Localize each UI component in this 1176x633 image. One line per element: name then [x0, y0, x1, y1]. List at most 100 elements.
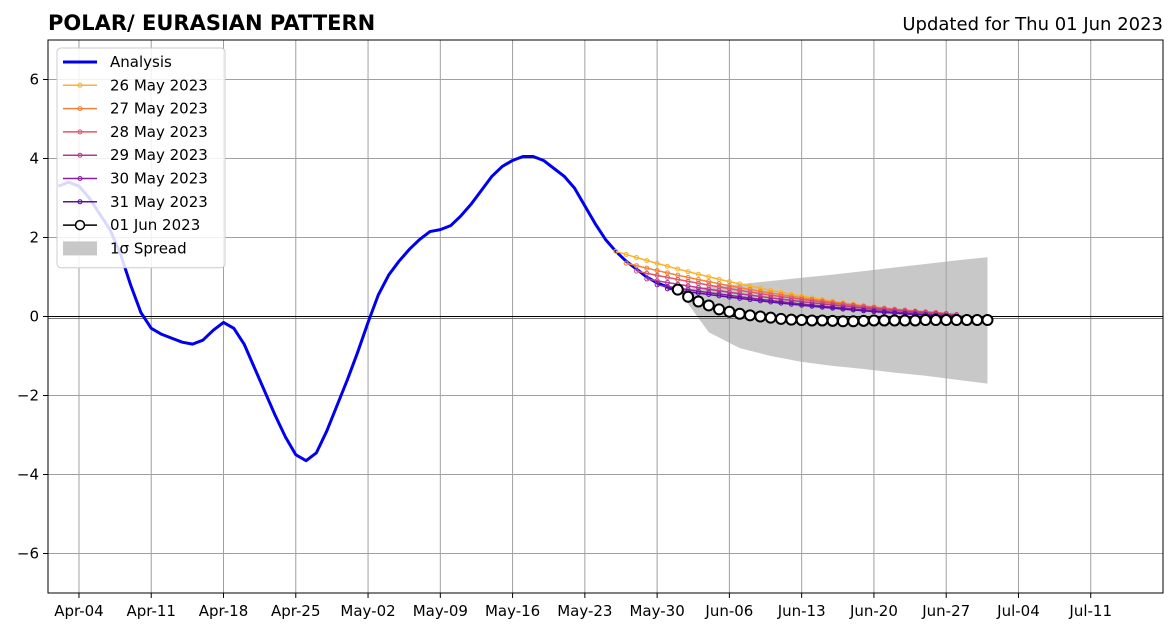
forecast-point-1: [757, 285, 763, 291]
forecast-point-4: [726, 289, 732, 295]
forecast-point-5: [654, 282, 660, 288]
forecast-point-6: [664, 286, 670, 292]
current-forecast-point: [857, 314, 870, 327]
x-tick-label: Apr-18: [199, 602, 249, 620]
x-tick-label: May-30: [629, 602, 684, 620]
forecast-point-6: [861, 308, 867, 314]
current-forecast-point: [795, 314, 808, 327]
current-forecast-point: [919, 314, 932, 327]
forecast-point-2: [706, 279, 712, 285]
current-forecast-point: [692, 295, 705, 308]
current-forecast-point: [826, 314, 839, 327]
current-forecast-point: [929, 314, 942, 327]
y-tick-label: 4: [29, 150, 39, 168]
chart-subtitle: Updated for Thu 01 Jun 2023: [902, 14, 1163, 35]
legend-label: 26 May 2023: [110, 76, 208, 94]
forecast-point-3: [747, 289, 753, 295]
current-forecast-point: [775, 312, 788, 325]
current-forecast-point: [960, 314, 973, 327]
x-tick-label: Jun-06: [704, 602, 753, 620]
legend-box: [56, 47, 226, 269]
forecast-point-4: [737, 291, 743, 297]
current-forecast-point: [744, 309, 757, 322]
x-tick-label: May-09: [413, 602, 468, 620]
x-tick-label: Jun-13: [777, 602, 826, 620]
forecast-point-6: [840, 306, 846, 312]
legend-label: 01 Jun 2023: [110, 216, 200, 234]
forecast-point-3: [737, 287, 743, 293]
forecast-point-1: [664, 263, 670, 269]
series-layer: [57, 155, 994, 463]
current-forecast-point: [981, 314, 994, 327]
legend-swatch-marker: [74, 219, 86, 231]
forecast-point-3: [757, 291, 763, 297]
forecast-point-6: [737, 295, 743, 301]
current-forecast-point: [888, 314, 901, 327]
forecast-point-6: [881, 309, 887, 315]
y-tick-label: −6: [17, 545, 39, 563]
forecast-point-5: [664, 284, 670, 290]
forecast-point-3: [633, 268, 639, 274]
forecast-point-3: [654, 272, 660, 278]
legend-swatch-marker: [77, 176, 83, 181]
current-forecast-point: [733, 307, 746, 320]
x-tick-label: May-16: [485, 602, 540, 620]
forecast-point-6: [726, 294, 732, 300]
forecast-point-1: [747, 283, 753, 289]
x-tick-label: Jun-20: [849, 602, 898, 620]
forecast-point-6: [757, 298, 763, 304]
forecast-point-4: [644, 276, 650, 282]
forecast-point-6: [747, 297, 753, 303]
current-forecast-point: [754, 310, 767, 323]
forecast-point-1: [685, 269, 691, 275]
legend-label: 29 May 2023: [110, 146, 208, 164]
analysis-line: [57, 155, 679, 463]
current-forecast-point: [898, 314, 911, 327]
forecast-point-6: [799, 302, 805, 308]
forecast-point-1: [675, 266, 681, 272]
current-forecast-point: [713, 303, 726, 316]
current-forecast-point: [816, 314, 829, 327]
forecast-point-6: [809, 303, 815, 309]
forecast-point-6: [695, 290, 701, 296]
x-tick-label: Apr-04: [54, 602, 104, 620]
current-forecast-point: [909, 314, 922, 327]
x-tick-label: Apr-25: [271, 602, 321, 620]
forecast-point-6: [778, 300, 784, 306]
current-forecast-point: [940, 314, 953, 327]
legend-swatch-marker: [77, 82, 83, 88]
series-group: [57, 155, 994, 463]
forecast-point-3: [685, 278, 691, 284]
chart-title: POLAR/ EURASIAN PATTERN: [48, 11, 375, 35]
forecast-point-4: [716, 288, 722, 294]
forecast-point-2: [654, 268, 660, 274]
forecast-point-6: [788, 301, 794, 307]
forecast-point-3: [768, 292, 774, 298]
forecast-point-2: [623, 260, 629, 266]
forecast-point-1: [644, 257, 650, 263]
legend-label: Analysis: [110, 53, 172, 71]
forecast-point-6: [830, 305, 836, 311]
x-tick-label: Jun-27: [921, 602, 970, 620]
forecast-point-4: [706, 286, 712, 292]
legend-swatch-marker: [77, 129, 83, 135]
forecast-point-6: [871, 309, 877, 315]
x-tick-label: Jul-04: [996, 602, 1040, 620]
legend-label: 28 May 2023: [110, 123, 208, 141]
forecast-point-6: [768, 299, 774, 305]
forecast-point-6: [716, 293, 722, 299]
legend-swatch-marker: [77, 152, 83, 158]
x-tick-label: May-02: [340, 602, 395, 620]
forecast-point-1: [654, 260, 660, 266]
forecast-point-1: [613, 248, 619, 254]
current-forecast-point: [723, 305, 736, 318]
y-tick-label: −4: [17, 466, 39, 484]
forecast-point-6: [850, 307, 856, 313]
y-tick-label: 0: [29, 308, 39, 326]
legend-swatch-marker: [77, 199, 83, 205]
forecast-point-2: [644, 265, 650, 271]
forecast-point-6: [706, 292, 712, 298]
legend: Analysis 26 May 2023 27 May 2023 28 May 202…: [56, 47, 226, 269]
forecast-point-1: [695, 271, 701, 277]
